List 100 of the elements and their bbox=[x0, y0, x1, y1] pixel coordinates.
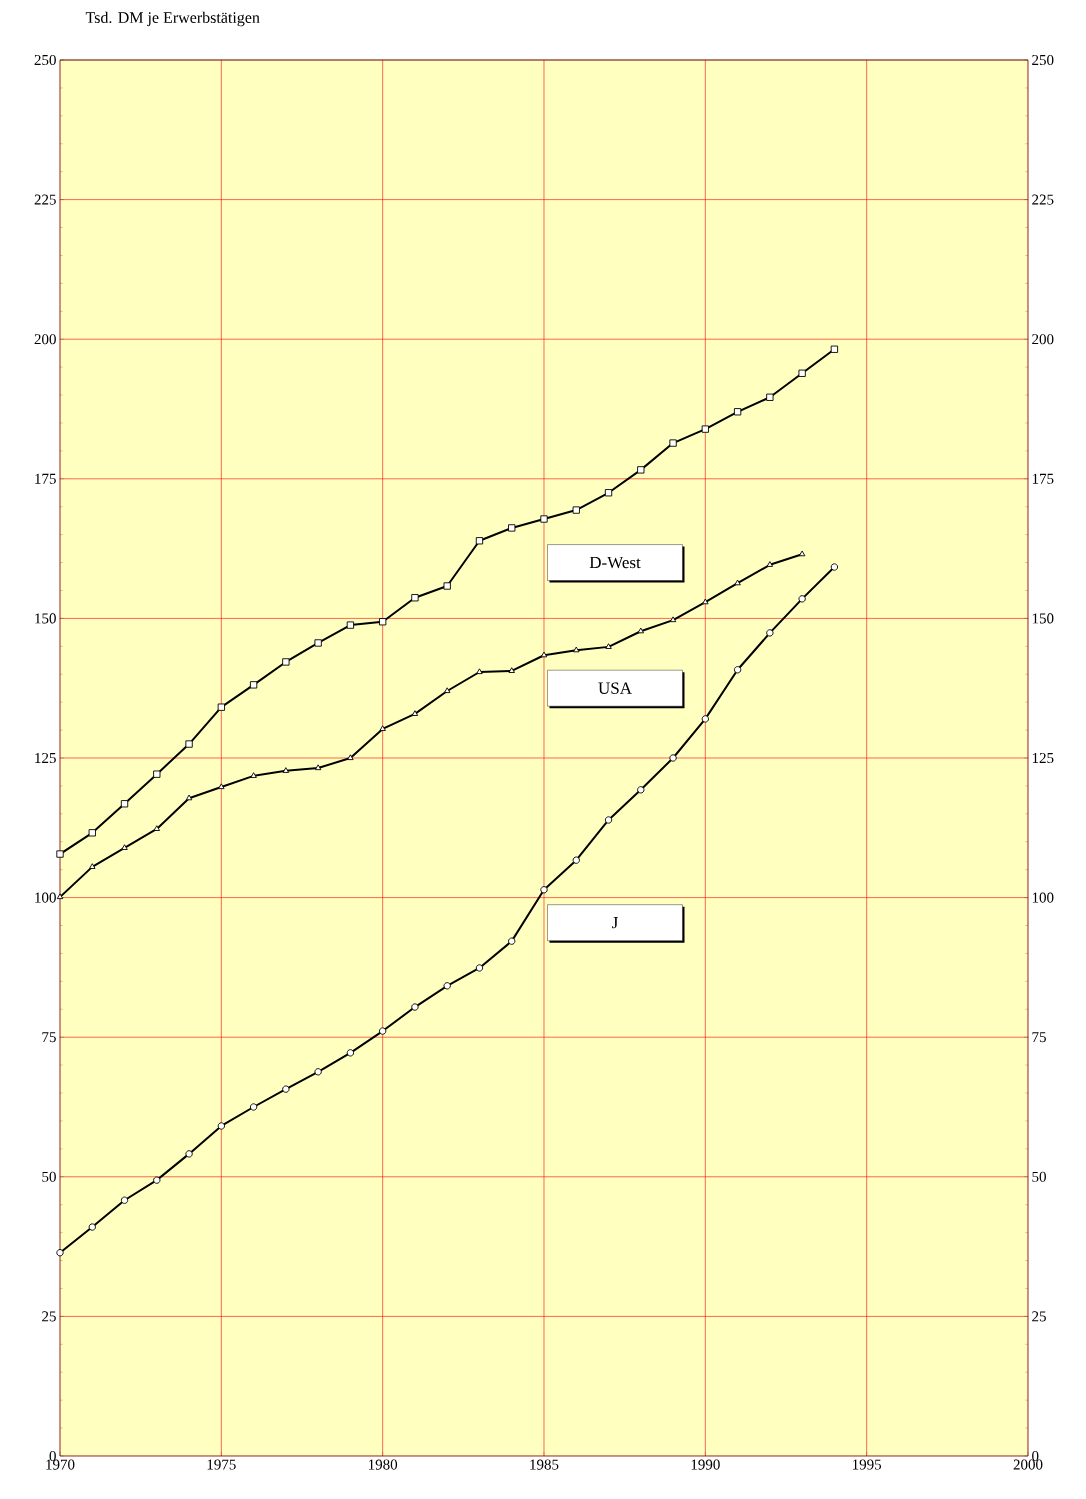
y2-tick-label: 250 bbox=[1032, 54, 1054, 66]
y2-tick-label: 225 bbox=[1032, 194, 1054, 205]
y2-tick-label: 25 bbox=[1032, 1311, 1046, 1322]
y2-tick-label: 0 bbox=[1032, 1450, 1039, 1462]
point bbox=[604, 489, 613, 497]
point bbox=[282, 658, 290, 666]
point bbox=[475, 537, 484, 545]
point bbox=[250, 772, 257, 778]
point bbox=[605, 643, 612, 649]
y-tick-label: 250 bbox=[34, 54, 56, 66]
x-tick-label: 1990 bbox=[691, 1459, 720, 1470]
x-tick-label: 2000 bbox=[1013, 1459, 1043, 1470]
point bbox=[766, 629, 774, 637]
point bbox=[443, 982, 451, 990]
y2-tick-label: 75 bbox=[1032, 1032, 1046, 1043]
point bbox=[185, 794, 193, 801]
x-tick-label: 1995 bbox=[852, 1459, 882, 1470]
y-tick-label: 25 bbox=[42, 1311, 56, 1322]
y-tick-label: 150 bbox=[35, 613, 56, 624]
y-tick-label: 200 bbox=[34, 334, 56, 345]
point bbox=[572, 506, 580, 514]
point bbox=[56, 850, 64, 858]
x-tick-label: 1985 bbox=[530, 1459, 559, 1470]
x-tick-label: 1975 bbox=[207, 1459, 236, 1470]
point bbox=[508, 937, 516, 945]
y-tick-label: 50 bbox=[42, 1171, 56, 1182]
point bbox=[120, 1196, 129, 1204]
point bbox=[411, 710, 419, 716]
point bbox=[573, 646, 580, 653]
point bbox=[443, 687, 451, 694]
point bbox=[701, 425, 709, 433]
x-tick-label: 1970 bbox=[46, 1459, 75, 1470]
point bbox=[153, 770, 161, 778]
point bbox=[798, 369, 806, 377]
point bbox=[249, 681, 258, 689]
point bbox=[314, 1068, 322, 1076]
y-tick-label: 125 bbox=[35, 752, 56, 764]
text: USA bbox=[598, 682, 632, 694]
y2-tick-label: 150 bbox=[1032, 613, 1054, 624]
point bbox=[379, 1027, 387, 1035]
y2-tick-label: 100 bbox=[1032, 892, 1054, 903]
point bbox=[153, 1176, 161, 1184]
point bbox=[733, 408, 742, 416]
point bbox=[669, 754, 677, 762]
x-tick-label: 1980 bbox=[368, 1459, 398, 1470]
point bbox=[475, 964, 484, 972]
point bbox=[249, 1103, 258, 1111]
point bbox=[218, 783, 225, 790]
y2-tick-label: 175 bbox=[1032, 473, 1054, 484]
y2-tick-label: 200 bbox=[1032, 334, 1054, 345]
point bbox=[734, 579, 741, 586]
point bbox=[540, 886, 548, 894]
point bbox=[411, 594, 419, 602]
point bbox=[282, 1085, 290, 1093]
point bbox=[637, 466, 645, 474]
y2-tick-label: 50 bbox=[1032, 1171, 1046, 1182]
y-tick-label: 0 bbox=[49, 1450, 56, 1462]
point bbox=[702, 598, 709, 605]
text: J bbox=[612, 917, 618, 929]
point bbox=[830, 345, 839, 353]
y2-tick-label: 125 bbox=[1032, 752, 1054, 764]
point bbox=[572, 856, 580, 864]
point bbox=[508, 667, 515, 673]
point bbox=[508, 524, 516, 532]
point bbox=[88, 829, 96, 837]
point bbox=[185, 1150, 193, 1158]
point bbox=[604, 816, 613, 824]
point bbox=[346, 621, 355, 629]
y-tick-label: 100 bbox=[35, 892, 56, 903]
point bbox=[314, 639, 322, 647]
point bbox=[153, 825, 161, 831]
point bbox=[701, 715, 709, 723]
point bbox=[347, 754, 354, 761]
chart-title: Tsd. DM je Erwerbstätigen bbox=[85, 11, 260, 27]
point bbox=[637, 627, 645, 634]
text: D-West bbox=[589, 556, 641, 569]
point bbox=[476, 668, 483, 675]
point bbox=[217, 703, 225, 711]
y-tick-label: 225 bbox=[34, 194, 56, 205]
y-tick-label: 75 bbox=[42, 1032, 56, 1043]
point bbox=[540, 515, 548, 523]
point bbox=[766, 393, 774, 401]
point bbox=[121, 844, 128, 850]
point bbox=[185, 740, 193, 748]
point bbox=[379, 725, 386, 732]
point bbox=[637, 786, 645, 794]
point bbox=[766, 561, 774, 567]
point bbox=[120, 800, 129, 808]
point bbox=[346, 1049, 355, 1057]
point bbox=[830, 563, 839, 571]
point bbox=[669, 439, 677, 447]
point bbox=[89, 863, 96, 869]
point bbox=[282, 767, 290, 773]
point bbox=[411, 1003, 419, 1011]
y-tick-label: 175 bbox=[35, 473, 56, 484]
point bbox=[798, 550, 806, 557]
point bbox=[314, 764, 322, 771]
point bbox=[379, 618, 387, 626]
point bbox=[443, 582, 451, 590]
point bbox=[56, 1249, 64, 1257]
